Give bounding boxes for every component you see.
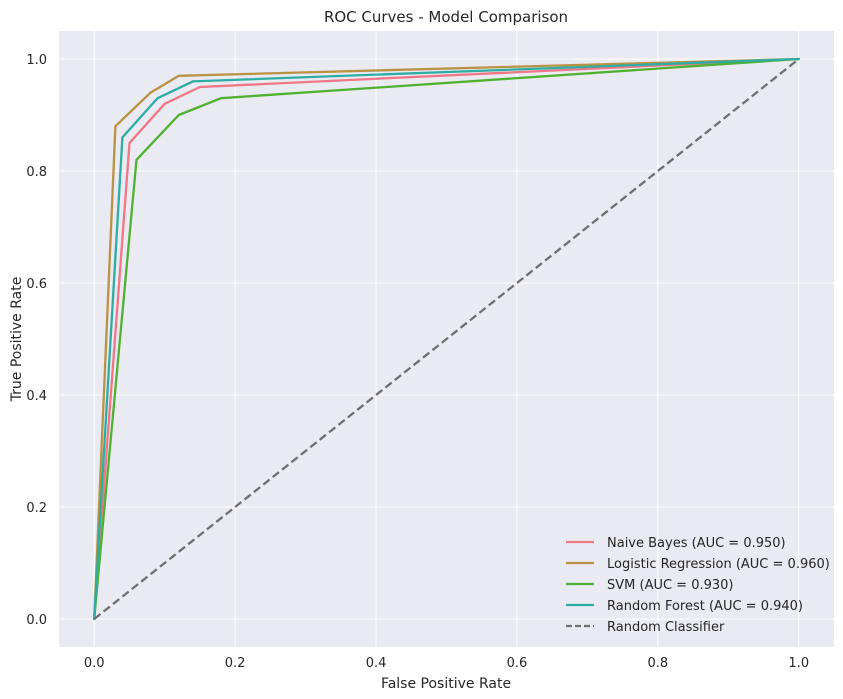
x-tick-label: 0.8 bbox=[648, 656, 669, 671]
legend-label: Logistic Regression (AUC = 0.960) bbox=[607, 557, 830, 572]
x-axis-label: False Positive Rate bbox=[381, 676, 511, 692]
series-line-0 bbox=[93, 57, 800, 621]
series-lines bbox=[93, 57, 800, 621]
y-tick-label: 0.2 bbox=[26, 501, 47, 516]
series-line-2 bbox=[93, 57, 800, 621]
x-tick-label: 0.0 bbox=[84, 656, 105, 671]
legend-label: Random Classifier bbox=[607, 620, 725, 635]
y-tick-label: 0.4 bbox=[26, 389, 47, 404]
legend-label: Random Forest (AUC = 0.940) bbox=[607, 599, 803, 614]
legend-label: Naive Bayes (AUC = 0.950) bbox=[607, 536, 786, 551]
y-axis-label: True Positive Rate bbox=[9, 277, 25, 403]
y-axis-ticks: 0.0 0.2 0.4 0.6 0.8 1.0 bbox=[26, 53, 47, 628]
y-tick-label: 1.0 bbox=[26, 53, 47, 68]
chart-title: ROC Curves - Model Comparison bbox=[324, 8, 568, 26]
legend: Naive Bayes (AUC = 0.950) Logistic Regres… bbox=[566, 536, 830, 635]
series-line-3 bbox=[93, 57, 800, 621]
legend-label: SVM (AUC = 0.930) bbox=[607, 578, 734, 593]
x-tick-label: 1.0 bbox=[788, 656, 809, 671]
series-line-4 bbox=[93, 58, 800, 620]
x-axis-ticks: 0.0 0.2 0.4 0.6 0.8 1.0 bbox=[84, 656, 809, 671]
y-tick-label: 0.6 bbox=[26, 277, 47, 292]
series-line-1 bbox=[93, 57, 800, 621]
y-tick-label: 0.8 bbox=[26, 165, 47, 180]
grid-lines bbox=[59, 31, 834, 647]
x-tick-label: 0.4 bbox=[366, 656, 387, 671]
x-tick-label: 0.6 bbox=[507, 656, 528, 671]
x-tick-label: 0.2 bbox=[225, 656, 246, 671]
y-tick-label: 0.0 bbox=[26, 613, 47, 628]
